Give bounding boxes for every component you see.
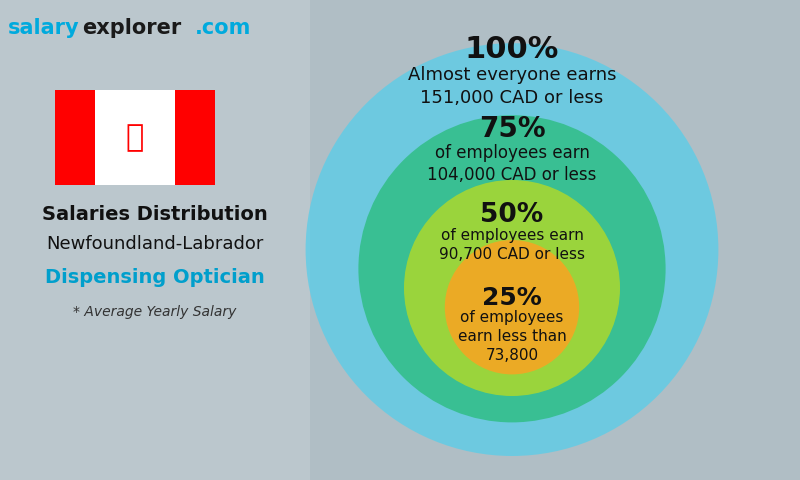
Text: Newfoundland-Labrador: Newfoundland-Labrador <box>46 235 264 253</box>
Text: 100%: 100% <box>465 35 559 63</box>
Text: salary: salary <box>8 18 80 38</box>
Text: 151,000 CAD or less: 151,000 CAD or less <box>420 89 604 107</box>
Text: Dispensing Optician: Dispensing Optician <box>45 268 265 287</box>
Ellipse shape <box>404 180 620 396</box>
Text: explorer: explorer <box>82 18 182 38</box>
Text: earn less than: earn less than <box>458 329 566 344</box>
FancyBboxPatch shape <box>55 90 215 185</box>
Ellipse shape <box>358 115 666 422</box>
Text: of employees earn: of employees earn <box>441 228 583 243</box>
FancyBboxPatch shape <box>55 90 95 185</box>
Ellipse shape <box>445 240 579 374</box>
Text: Salaries Distribution: Salaries Distribution <box>42 205 268 224</box>
Text: 🍁: 🍁 <box>126 123 144 152</box>
Text: 75%: 75% <box>478 115 546 143</box>
Text: 50%: 50% <box>480 202 544 228</box>
Text: 104,000 CAD or less: 104,000 CAD or less <box>427 166 597 184</box>
Text: 90,700 CAD or less: 90,700 CAD or less <box>439 247 585 262</box>
Text: of employees earn: of employees earn <box>434 144 590 162</box>
Ellipse shape <box>306 43 718 456</box>
Text: 25%: 25% <box>482 286 542 310</box>
FancyBboxPatch shape <box>175 90 215 185</box>
Text: 73,800: 73,800 <box>486 348 538 363</box>
FancyBboxPatch shape <box>0 0 310 480</box>
Text: Almost everyone earns: Almost everyone earns <box>408 66 616 84</box>
Text: * Average Yearly Salary: * Average Yearly Salary <box>74 305 237 319</box>
Text: .com: .com <box>195 18 251 38</box>
Text: of employees: of employees <box>460 310 564 324</box>
